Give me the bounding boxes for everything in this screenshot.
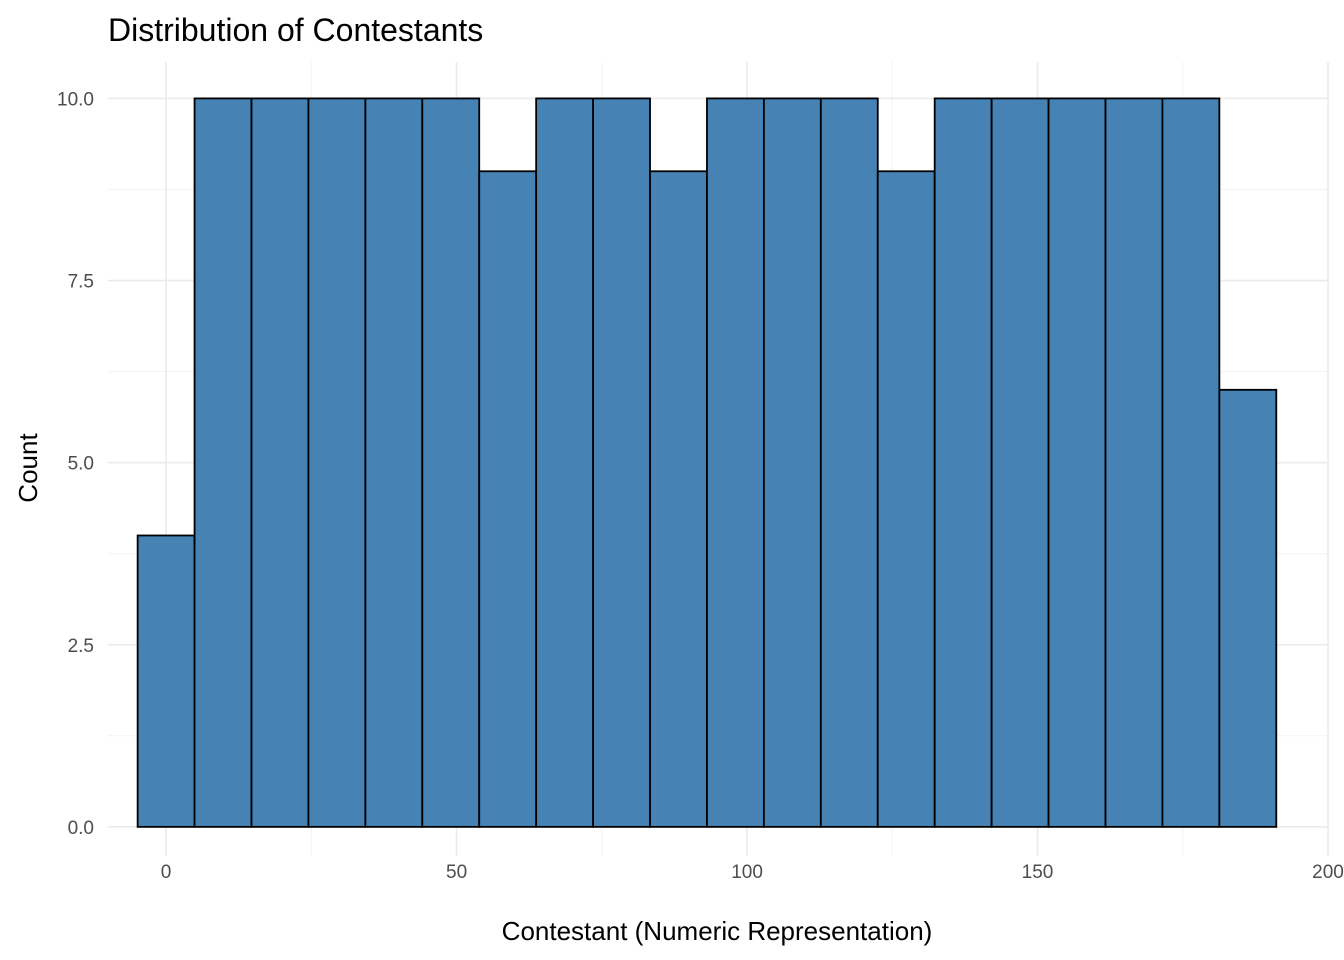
x-tick-label: 200 (1312, 862, 1344, 883)
histogram-bar (1047, 97, 1107, 828)
x-tick-label: 50 (446, 862, 467, 883)
histogram-bar (762, 97, 822, 828)
histogram-bar (307, 97, 367, 828)
histogram-bar (421, 97, 481, 828)
histogram-bar (535, 97, 594, 828)
y-tick-label: 0.0 (68, 818, 94, 839)
histogram-bar (706, 97, 765, 828)
y-tick-label: 7.5 (68, 272, 94, 293)
histogram-bar (1104, 97, 1164, 828)
y-tick-label: 5.0 (68, 454, 94, 475)
y-axis-ticks: 0.0 2.5 5.0 7.5 10.0 (57, 89, 94, 838)
chart-title: Distribution of Contestants (108, 12, 483, 48)
histogram-bar (193, 97, 253, 828)
x-tick-label: 100 (731, 862, 763, 883)
x-axis-ticks: 0 50 100 150 200 (161, 862, 1344, 883)
histogram-bar (1161, 97, 1221, 828)
y-tick-label: 2.5 (68, 636, 94, 657)
y-tick-label: 10.0 (57, 89, 94, 110)
histogram-bar (649, 170, 708, 828)
x-tick-label: 0 (161, 862, 172, 883)
histogram-bar (250, 97, 310, 828)
y-axis-title: Count (13, 433, 43, 503)
histogram-bar (364, 97, 424, 828)
x-tick-label: 150 (1022, 862, 1054, 883)
x-axis-title: Contestant (Numeric Representation) (502, 916, 933, 946)
histogram-bar (876, 170, 936, 828)
histogram-bar (1218, 388, 1278, 828)
histogram-bar (592, 97, 651, 828)
histogram-bar (478, 170, 538, 828)
bars (136, 97, 1278, 828)
histogram-bar (136, 534, 196, 828)
histogram-bar (933, 97, 993, 828)
histogram-bar (819, 97, 879, 828)
histogram-bar (990, 97, 1050, 828)
